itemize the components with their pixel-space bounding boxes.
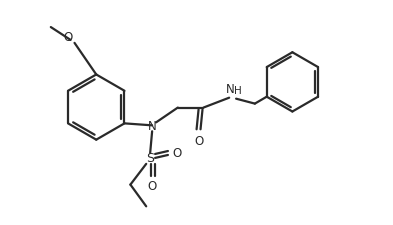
Text: S: S [146,152,154,165]
Text: O: O [147,180,157,193]
Text: N: N [226,83,235,96]
Text: O: O [194,135,203,148]
Text: O: O [172,147,182,160]
Text: H: H [234,86,242,96]
Text: O: O [63,32,72,44]
Text: N: N [148,120,156,133]
